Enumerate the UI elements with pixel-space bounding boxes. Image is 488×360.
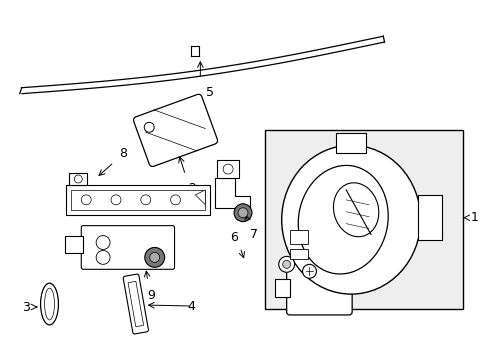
Circle shape bbox=[96, 251, 110, 264]
Bar bbox=[66, 185, 210, 215]
Circle shape bbox=[223, 164, 233, 174]
Circle shape bbox=[302, 264, 316, 278]
Circle shape bbox=[144, 122, 154, 132]
Bar bbox=[65, 235, 83, 253]
FancyBboxPatch shape bbox=[81, 226, 174, 269]
Bar bbox=[274, 279, 289, 297]
FancyBboxPatch shape bbox=[286, 261, 351, 315]
Bar bbox=[289, 230, 307, 244]
Ellipse shape bbox=[281, 145, 420, 294]
FancyBboxPatch shape bbox=[133, 94, 217, 166]
Text: 5: 5 bbox=[206, 86, 214, 99]
Bar bbox=[128, 282, 143, 327]
Text: 7: 7 bbox=[249, 228, 257, 240]
Circle shape bbox=[96, 235, 110, 249]
Ellipse shape bbox=[44, 288, 54, 320]
Ellipse shape bbox=[41, 283, 59, 325]
Circle shape bbox=[234, 204, 251, 222]
Circle shape bbox=[149, 252, 160, 262]
Circle shape bbox=[141, 195, 150, 205]
Bar bbox=[417, 195, 442, 239]
Text: 9: 9 bbox=[146, 289, 154, 302]
Text: 3: 3 bbox=[22, 301, 30, 314]
Ellipse shape bbox=[333, 183, 378, 237]
Text: 4: 4 bbox=[187, 300, 195, 312]
Circle shape bbox=[111, 195, 121, 205]
Bar bbox=[336, 133, 366, 153]
Text: 8: 8 bbox=[119, 147, 127, 160]
Circle shape bbox=[144, 247, 164, 267]
Bar bbox=[217, 160, 239, 178]
FancyBboxPatch shape bbox=[123, 274, 148, 334]
Bar bbox=[264, 130, 462, 309]
Circle shape bbox=[81, 195, 91, 205]
Circle shape bbox=[170, 195, 180, 205]
Circle shape bbox=[282, 260, 290, 268]
Text: 6: 6 bbox=[230, 230, 238, 243]
Polygon shape bbox=[215, 178, 249, 208]
Bar bbox=[69, 173, 87, 185]
Circle shape bbox=[278, 256, 294, 272]
Ellipse shape bbox=[298, 165, 387, 274]
Bar bbox=[289, 249, 307, 260]
Polygon shape bbox=[195, 190, 205, 205]
Circle shape bbox=[74, 175, 82, 183]
Text: 2: 2 bbox=[188, 182, 196, 195]
Text: 1: 1 bbox=[469, 211, 477, 224]
Circle shape bbox=[238, 208, 247, 218]
Bar bbox=[71, 190, 205, 210]
